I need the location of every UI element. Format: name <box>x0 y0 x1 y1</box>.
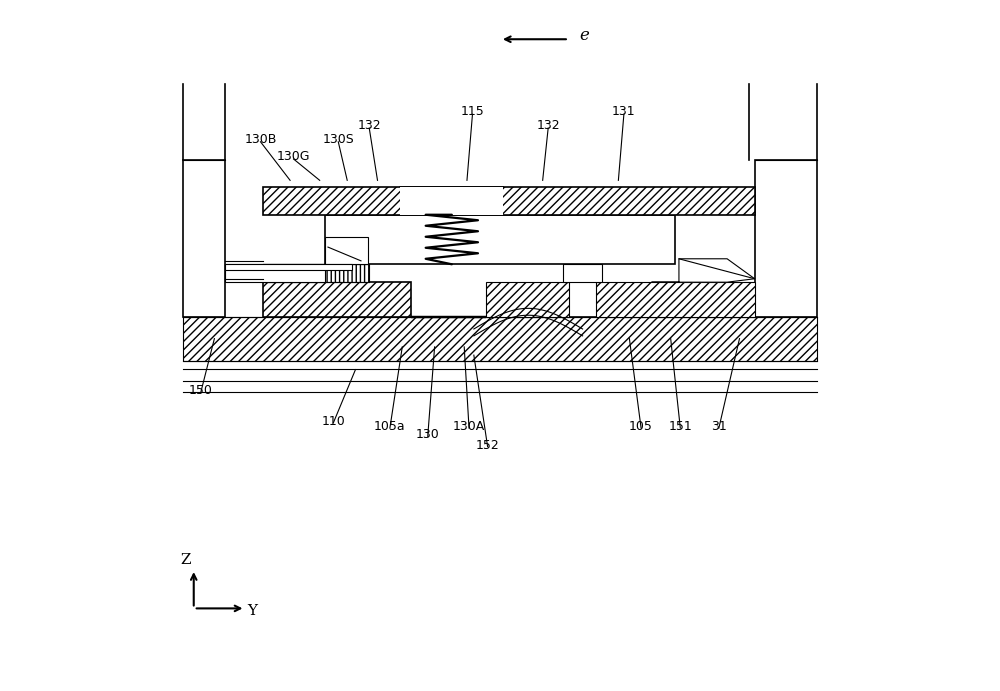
Text: 105a: 105a <box>374 420 406 433</box>
Polygon shape <box>755 160 817 316</box>
Text: 152: 152 <box>476 439 499 452</box>
Text: 131: 131 <box>612 105 636 118</box>
Text: e: e <box>579 28 589 44</box>
Text: 130G: 130G <box>277 150 310 163</box>
Text: 132: 132 <box>357 119 381 132</box>
Polygon shape <box>225 264 352 269</box>
Polygon shape <box>263 264 369 282</box>
Text: 130A: 130A <box>453 420 485 433</box>
Polygon shape <box>596 282 755 316</box>
Polygon shape <box>263 282 411 316</box>
Text: 130S: 130S <box>322 133 354 146</box>
Text: 130: 130 <box>416 428 440 442</box>
Polygon shape <box>183 316 817 361</box>
Text: 130B: 130B <box>244 133 277 146</box>
Text: 150: 150 <box>189 384 213 397</box>
Text: 105: 105 <box>629 420 653 433</box>
Polygon shape <box>325 215 675 264</box>
Polygon shape <box>563 264 602 282</box>
Polygon shape <box>325 237 368 264</box>
Polygon shape <box>651 259 755 282</box>
Text: 31: 31 <box>711 420 727 433</box>
Polygon shape <box>400 187 503 215</box>
Text: 115: 115 <box>461 105 484 118</box>
Polygon shape <box>486 282 569 316</box>
Text: 132: 132 <box>536 119 560 132</box>
Polygon shape <box>183 160 225 316</box>
Text: 151: 151 <box>668 420 692 433</box>
Polygon shape <box>263 187 755 215</box>
Text: 110: 110 <box>322 415 345 428</box>
Text: Y: Y <box>247 605 257 618</box>
Text: Z: Z <box>180 553 191 567</box>
Polygon shape <box>225 264 325 282</box>
